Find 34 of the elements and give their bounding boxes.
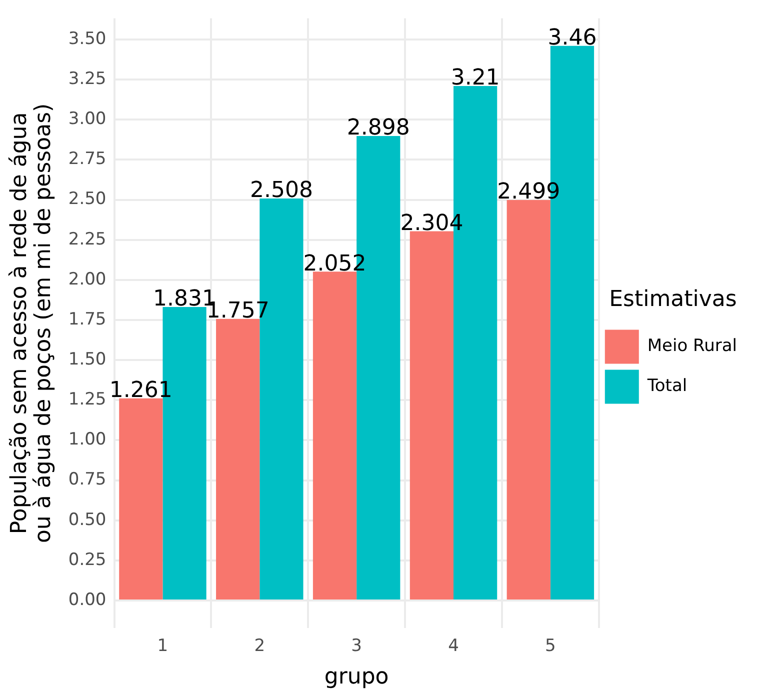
- x-tick-label: 5: [545, 636, 556, 656]
- bar: [410, 231, 454, 600]
- y-tick-label: 2.75: [68, 149, 106, 170]
- y-tick-label: 1.25: [68, 390, 106, 410]
- y-tick-label: 2.50: [68, 189, 106, 210]
- x-tick-label: 3: [351, 636, 362, 656]
- y-tick-label: 3.00: [68, 109, 106, 130]
- y-tick-label: 1.50: [68, 349, 106, 370]
- bar: [216, 318, 260, 600]
- y-tick-label: 3.50: [68, 28, 106, 49]
- x-tick-label: 4: [448, 636, 459, 656]
- y-tick-label: 1.75: [68, 309, 106, 330]
- y-tick-label: 2.00: [68, 269, 106, 290]
- y-tick-label: 2.25: [68, 229, 106, 250]
- legend-title: Estimativas: [609, 287, 737, 312]
- y-tick-label: 1.00: [68, 430, 106, 450]
- y-axis-title: População sem acesso à rede de água ou à água de poços (em mi de pessoas): [6, 103, 56, 544]
- y-tick-label: 0.00: [68, 590, 106, 610]
- data-label: 2.508: [250, 178, 313, 204]
- y-tick-label: 0.50: [68, 510, 106, 530]
- x-tick-label: 1: [157, 636, 168, 656]
- data-label: 2.898: [346, 116, 410, 141]
- x-axis-title: grupo: [324, 664, 389, 690]
- data-label: 3.46: [548, 26, 597, 51]
- bar: [312, 272, 357, 600]
- bar: [506, 200, 550, 600]
- y-tick-label: 3.25: [68, 69, 106, 90]
- x-tick-label: 2: [254, 636, 266, 656]
- y-tick-label: 0.25: [68, 550, 106, 570]
- y-tick-label: 0.75: [68, 470, 106, 490]
- bar: [119, 398, 163, 600]
- legend-label: Meio Rural: [647, 336, 737, 356]
- data-label: 3.21: [450, 66, 500, 91]
- legend-label: Total: [646, 376, 688, 396]
